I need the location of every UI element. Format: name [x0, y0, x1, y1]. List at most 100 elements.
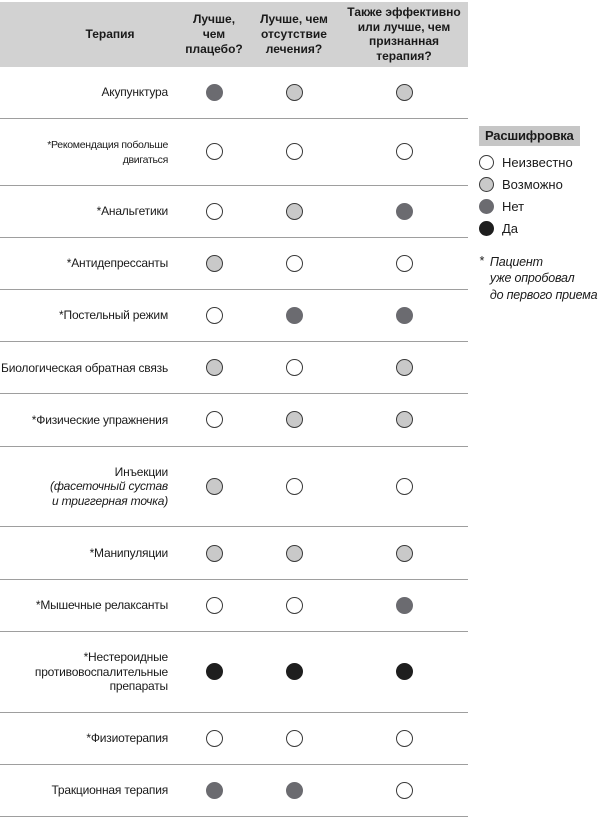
status-dot [206, 597, 223, 614]
table-row: *Нестероидные противовоспалительные преп… [0, 632, 468, 713]
table-row: *Постельный режим [0, 290, 468, 342]
therapy-label: Тракционная терапия [51, 783, 168, 797]
status-dot [396, 143, 413, 160]
status-dot [396, 203, 413, 220]
legend-dot [479, 155, 494, 170]
vs-placebo-cell [180, 143, 248, 160]
table-row: Инъекции (фасеточный сустав и триггерная… [0, 447, 468, 528]
therapy-label: *Рекомендация побольше двигаться [47, 139, 168, 166]
vs-recognized-therapy-cell [340, 203, 468, 220]
column-header-vs-placebo: Лучше, чем плацебо? [180, 12, 248, 56]
table-row: *Мышечные релаксанты [0, 580, 468, 632]
status-dot [396, 307, 413, 324]
status-dot [286, 307, 303, 324]
vs-placebo-cell [180, 782, 248, 799]
vs-recognized-therapy-cell [340, 359, 468, 376]
therapy-table-body: Акупунктура *Рекомендация побольше двига… [0, 67, 468, 817]
vs-recognized-therapy-cell [340, 782, 468, 799]
vs-recognized-therapy-cell [340, 597, 468, 614]
status-dot [286, 730, 303, 747]
status-dot [286, 255, 303, 272]
table-row: Тракционная терапия [0, 765, 468, 817]
vs-recognized-therapy-cell [340, 307, 468, 324]
status-dot [396, 84, 413, 101]
status-dot [206, 663, 223, 680]
status-dot [206, 782, 223, 799]
table-row: *Рекомендация побольше двигаться [0, 119, 468, 186]
table-header-row: Терапия Лучше, чем плацебо? Лучше, чем о… [0, 2, 468, 67]
column-header-therapy: Терапия [0, 27, 180, 42]
status-dot [206, 730, 223, 747]
status-dot [286, 597, 303, 614]
status-dot [206, 478, 223, 495]
legend-dot [479, 177, 494, 192]
column-header-vs-no-treatment: Лучше, чем отсутствие лечения? [248, 12, 340, 56]
therapy-label-cell: Биологическая обратная связь [0, 342, 180, 393]
vs-no-treatment-cell [248, 307, 340, 324]
status-dot [396, 411, 413, 428]
vs-recognized-therapy-cell [340, 730, 468, 747]
legend-items: Неизвестно Возможно Нет Да [479, 155, 612, 236]
therapy-label-cell: *Рекомендация побольше двигаться [0, 119, 180, 185]
therapy-label-cell: *Постельный режим [0, 290, 180, 341]
therapy-label-cell: *Анальгетики [0, 186, 180, 237]
vs-no-treatment-cell [248, 255, 340, 272]
status-dot [206, 307, 223, 324]
legend-item: Да [479, 221, 612, 236]
therapy-label: Инъекции [115, 465, 168, 479]
therapy-label-cell: *Мышечные релаксанты [0, 580, 180, 631]
therapy-label-cell: *Антидепрессанты [0, 238, 180, 289]
therapy-label: *Антидепрессанты [67, 256, 168, 270]
vs-no-treatment-cell [248, 478, 340, 495]
table-row: Акупунктура [0, 67, 468, 119]
therapy-label: *Нестероидные противовоспалительные преп… [35, 650, 168, 693]
vs-no-treatment-cell [248, 663, 340, 680]
table-row: Биологическая обратная связь [0, 342, 468, 394]
column-header-vs-recognized-therapy: Также эффективно или лучше, чем признанн… [340, 5, 468, 64]
vs-recognized-therapy-cell [340, 663, 468, 680]
status-dot [396, 359, 413, 376]
therapy-label-cell: Тракционная терапия [0, 765, 180, 816]
therapy-label: *Постельный режим [59, 308, 168, 322]
therapy-effectiveness-table: Терапия Лучше, чем плацебо? Лучше, чем о… [0, 2, 468, 817]
status-dot [396, 663, 413, 680]
legend-dot [479, 221, 494, 236]
vs-placebo-cell [180, 307, 248, 324]
vs-recognized-therapy-cell [340, 255, 468, 272]
vs-placebo-cell [180, 411, 248, 428]
vs-recognized-therapy-cell [340, 545, 468, 562]
therapy-label: *Манипуляции [90, 546, 168, 560]
therapy-label-cell: *Физические упражнения [0, 394, 180, 445]
status-dot [286, 84, 303, 101]
vs-no-treatment-cell [248, 84, 340, 101]
therapy-sublabel: (фасеточный сустав и триггерная точка) [0, 479, 168, 508]
legend-dot [479, 199, 494, 214]
status-dot [286, 478, 303, 495]
table-row: *Физические упражнения [0, 394, 468, 446]
status-dot [396, 782, 413, 799]
legend-item-label: Да [502, 221, 518, 236]
vs-no-treatment-cell [248, 545, 340, 562]
status-dot [206, 203, 223, 220]
status-dot [286, 359, 303, 376]
vs-placebo-cell [180, 84, 248, 101]
status-dot [286, 782, 303, 799]
footnote-asterisk: * [479, 254, 484, 303]
therapy-label: *Физиотерапия [86, 731, 168, 745]
table-row: *Антидепрессанты [0, 238, 468, 290]
legend-item: Неизвестно [479, 155, 612, 170]
legend-title: Расшифровка [479, 126, 580, 146]
vs-no-treatment-cell [248, 359, 340, 376]
therapy-label: *Физические упражнения [32, 413, 168, 427]
vs-recognized-therapy-cell [340, 143, 468, 160]
status-dot [286, 663, 303, 680]
status-dot [206, 545, 223, 562]
therapy-label: Биологическая обратная связь [1, 361, 168, 375]
therapy-label: *Анальгетики [97, 204, 168, 218]
therapy-label-cell: *Нестероидные противовоспалительные преп… [0, 632, 180, 712]
status-dot [206, 255, 223, 272]
vs-recognized-therapy-cell [340, 84, 468, 101]
status-dot [396, 545, 413, 562]
therapy-label: Акупунктура [101, 85, 168, 99]
therapy-label-cell: *Физиотерапия [0, 713, 180, 764]
